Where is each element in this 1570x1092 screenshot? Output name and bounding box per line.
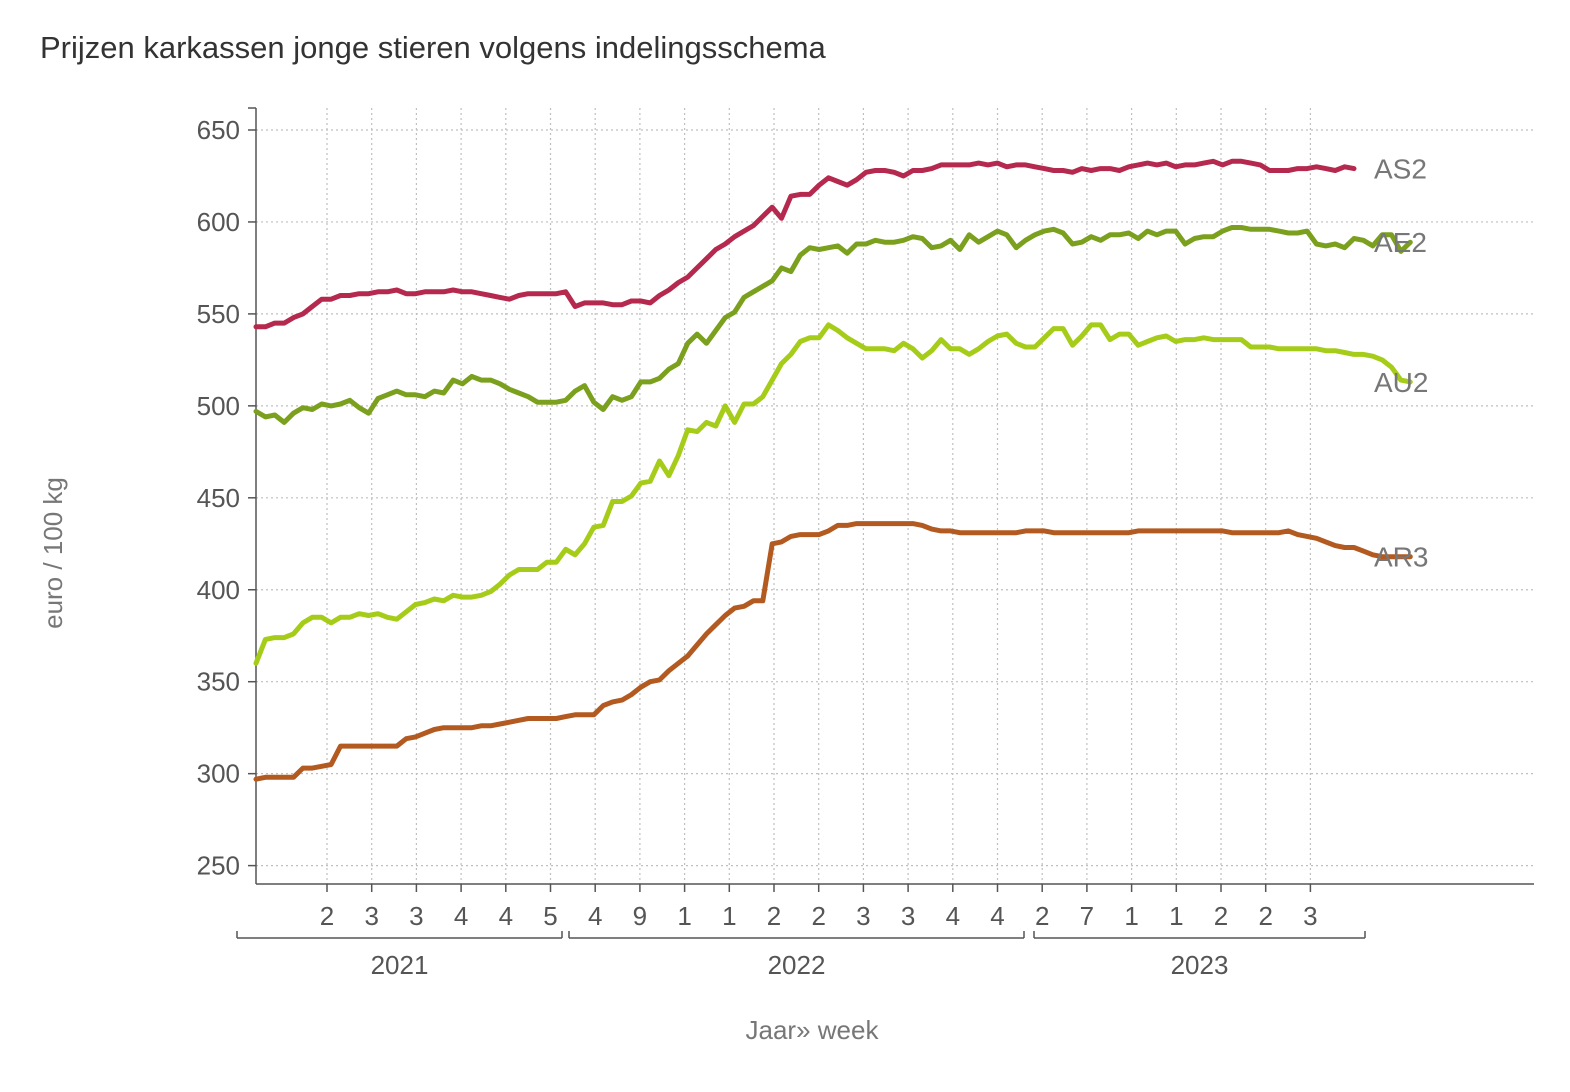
x-tick-label: 3 bbox=[1303, 901, 1317, 931]
series-line-as2 bbox=[253, 158, 1357, 330]
year-groups: 2021 2022 2023 bbox=[236, 931, 1366, 980]
series-label-ar3: AR3 bbox=[1374, 542, 1428, 573]
series-line-ae2 bbox=[253, 225, 1413, 425]
year-bracket bbox=[236, 931, 563, 939]
x-tick-label: 9 bbox=[633, 901, 647, 931]
series-lines bbox=[253, 158, 1413, 782]
y-tick-label: 550 bbox=[197, 299, 240, 329]
series-label-ae2: AE2 bbox=[1374, 227, 1427, 258]
year-bracket bbox=[1033, 931, 1366, 939]
y-tick-label: 350 bbox=[197, 667, 240, 697]
y-tick-label: 250 bbox=[197, 851, 240, 881]
y-tick-label: 650 bbox=[197, 115, 240, 145]
x-tick-label: 1 bbox=[1169, 901, 1183, 931]
y-tick-label: 600 bbox=[197, 207, 240, 237]
x-tick-label: 2 bbox=[1214, 901, 1228, 931]
x-tick-label: 4 bbox=[946, 901, 960, 931]
y-axis-ticks: 250 300 350 400 450 500 550 600 650 bbox=[197, 115, 256, 881]
year-label: 2023 bbox=[1171, 950, 1229, 980]
y-tick-label: 500 bbox=[197, 391, 240, 421]
x-tick-label: 3 bbox=[901, 901, 915, 931]
y-tick-label: 450 bbox=[197, 483, 240, 513]
series-line-ar3 bbox=[253, 521, 1413, 782]
x-tick-label: 4 bbox=[454, 901, 468, 931]
y-axis-title: euro / 100 kg bbox=[38, 477, 68, 629]
year-bracket bbox=[568, 931, 1025, 939]
year-label: 2021 bbox=[371, 950, 429, 980]
x-tick-label: 1 bbox=[677, 901, 691, 931]
x-tick-label: 1 bbox=[1124, 901, 1138, 931]
series-label-as2: AS2 bbox=[1374, 154, 1427, 185]
x-tick-label: 2 bbox=[767, 901, 781, 931]
x-tick-label: 3 bbox=[856, 901, 870, 931]
x-tick-label: 2 bbox=[1035, 901, 1049, 931]
x-tick-label: 7 bbox=[1080, 901, 1094, 931]
x-tick-label: 5 bbox=[543, 901, 557, 931]
x-tick-label: 2 bbox=[1258, 901, 1272, 931]
grid bbox=[256, 108, 1534, 884]
x-tick-label: 3 bbox=[364, 901, 378, 931]
x-tick-label: 2 bbox=[320, 901, 334, 931]
x-tick-label: 2 bbox=[811, 901, 825, 931]
y-tick-label: 400 bbox=[197, 575, 240, 605]
x-tick-label: 4 bbox=[588, 901, 602, 931]
y-tick-label: 300 bbox=[197, 759, 240, 789]
chart-title: Prijzen karkassen jonge stieren volgens … bbox=[40, 30, 826, 65]
series-line-au2 bbox=[253, 322, 1413, 666]
series-label-au2: AU2 bbox=[1374, 367, 1428, 398]
x-tick-label: 4 bbox=[990, 901, 1004, 931]
axes bbox=[248, 107, 1534, 885]
x-tick-label: 3 bbox=[409, 901, 423, 931]
x-tick-label: 1 bbox=[722, 901, 736, 931]
series-labels: AS2 AE2 AU2 AR3 bbox=[1374, 154, 1428, 573]
x-tick-label: 4 bbox=[499, 901, 513, 931]
x-axis-title: Jaar» week bbox=[746, 1015, 880, 1045]
year-label: 2022 bbox=[768, 950, 826, 980]
